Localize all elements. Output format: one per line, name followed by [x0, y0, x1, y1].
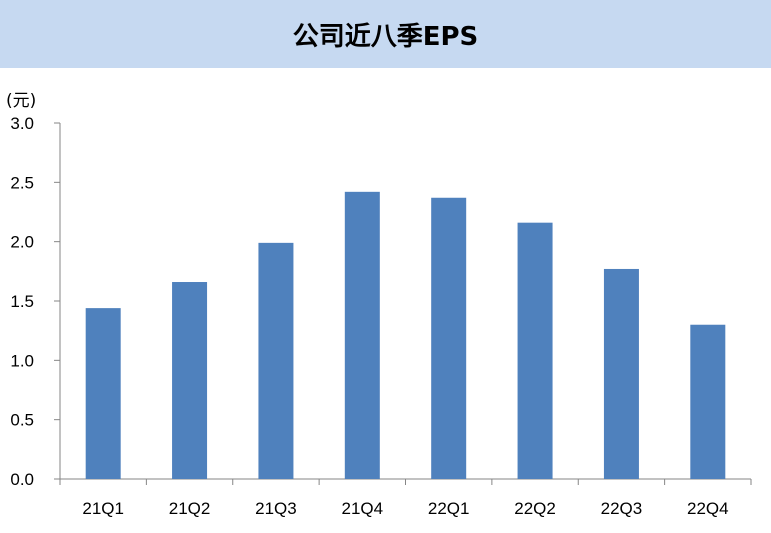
- chart-tick-labels: 0.0 0.5 1.0 1.5 2.0 2.5 3.0 21Q1 21Q2 21Q3 21Q4 22Q…: [10, 114, 728, 518]
- y-tick-label: 2.0: [10, 233, 34, 252]
- x-tick-label: 21Q1: [82, 499, 124, 518]
- bar: [172, 282, 208, 479]
- y-tick-label: 0.0: [10, 470, 34, 489]
- y-tick-label: 3.0: [10, 114, 34, 133]
- y-tick-label: 1.5: [10, 292, 34, 311]
- chart-axes: [54, 122, 752, 485]
- bar: [258, 242, 294, 479]
- y-tick-label: 1.0: [10, 351, 34, 370]
- bar: [603, 268, 639, 479]
- bar: [344, 191, 380, 479]
- x-tick-label: 21Q4: [342, 499, 384, 518]
- y-tick-label: 2.5: [10, 173, 34, 192]
- x-tick-label: 22Q3: [601, 499, 643, 518]
- bar: [431, 197, 467, 479]
- chart-title-bar: 公司近八季EPS: [0, 0, 771, 68]
- x-tick-label: 22Q1: [428, 499, 470, 518]
- x-tick-label: 21Q2: [169, 499, 211, 518]
- bar: [690, 324, 726, 479]
- chart-title: 公司近八季EPS: [292, 21, 479, 52]
- x-tick-label: 21Q3: [255, 499, 297, 518]
- y-axis-unit-label: (元): [6, 91, 37, 111]
- bar: [85, 308, 121, 479]
- x-tick-label: 22Q4: [687, 499, 729, 518]
- x-tick-label: 22Q2: [514, 499, 556, 518]
- chart-bars: [85, 191, 726, 479]
- y-tick-label: 0.5: [10, 411, 34, 430]
- bar: [517, 222, 553, 479]
